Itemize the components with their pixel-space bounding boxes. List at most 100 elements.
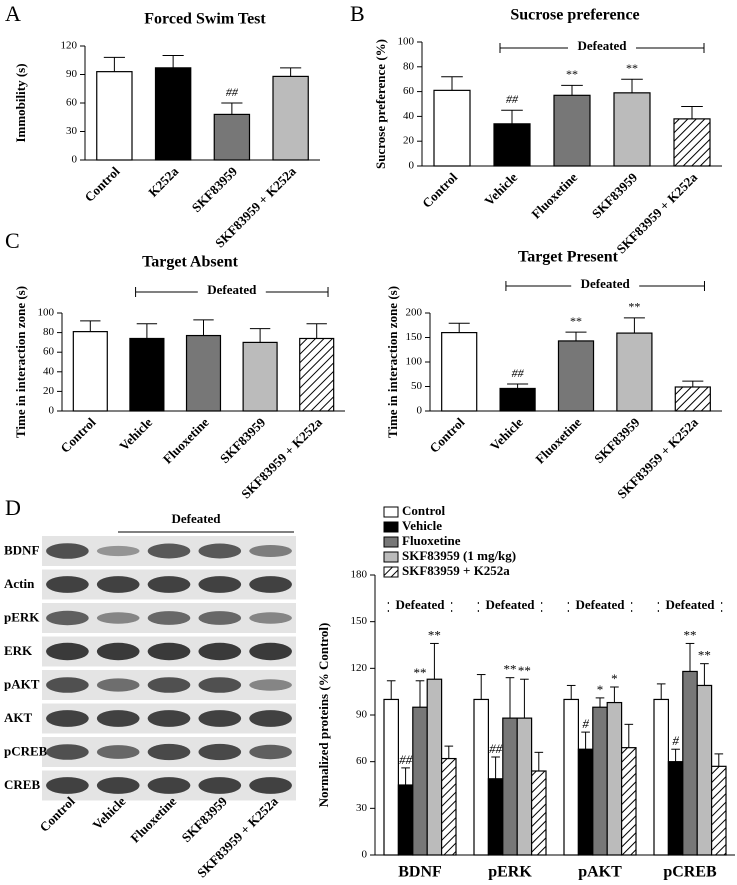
bracket-gap (197, 289, 266, 295)
bar (242, 341, 278, 412)
y-tick-label: 50 (411, 380, 423, 392)
bar (516, 717, 533, 856)
blot-band (147, 543, 191, 559)
y-tick-label: 60 (66, 97, 78, 109)
y-tick-label: 120 (351, 662, 368, 674)
y-tick-label: 90 (66, 68, 78, 80)
significance-label: ** (698, 648, 711, 663)
x-tick-label: Control (426, 414, 467, 455)
blot-band (249, 545, 292, 557)
bar (487, 778, 504, 856)
x-tick-label: Control (82, 163, 123, 204)
bar (129, 337, 165, 412)
bar (653, 698, 669, 856)
legend-label: Control (402, 503, 445, 518)
blot-band (46, 677, 89, 693)
bar (530, 770, 547, 856)
blot-band (46, 610, 89, 626)
x-tick-label: Vehicle (487, 414, 526, 453)
blot-band (249, 642, 292, 661)
blot-band (96, 745, 140, 759)
significance-label: ## (512, 366, 525, 380)
y-tick-label: 80 (403, 60, 415, 72)
bar (154, 67, 192, 161)
blot-band (147, 777, 191, 794)
x-tick-label: pERK (488, 864, 532, 881)
y-tick-label: 150 (406, 331, 423, 343)
blot-row-label: BDNF (4, 542, 39, 557)
legend-swatch (383, 506, 399, 518)
blot-band (198, 642, 242, 661)
bracket-label: Defeated (581, 276, 631, 291)
blot-band (147, 642, 191, 661)
bar (441, 757, 457, 856)
legend-swatch (383, 536, 399, 548)
bar (412, 706, 428, 856)
x-tick-label: Vehicle (116, 414, 155, 453)
x-tick-label: SKF83959 (589, 169, 641, 221)
bar (674, 386, 711, 412)
blot-band (46, 777, 89, 794)
bar (577, 748, 594, 856)
blot-band (249, 612, 292, 624)
y-tick-label: 100 (398, 36, 415, 48)
bar (213, 113, 251, 161)
bar (710, 765, 727, 856)
y-tick-label: 100 (406, 356, 423, 368)
blot-band (198, 543, 242, 559)
significance-label: * (611, 671, 618, 686)
panel-letter: C (5, 228, 20, 253)
y-tick-label: 40 (43, 365, 55, 377)
y-tick-label: 30 (356, 802, 368, 814)
blot-band (198, 677, 242, 693)
blot-band (96, 777, 140, 794)
blot-band (198, 710, 242, 727)
x-tick-label: pAKT (578, 864, 622, 881)
legend-label: Vehicle (402, 518, 442, 533)
y-tick-label: 0 (72, 154, 78, 166)
y-axis-label: Immobility (s) (13, 63, 28, 142)
y-tick-label: 0 (362, 849, 368, 861)
blot-row-label: pCREB (4, 743, 48, 758)
significance-label: ** (428, 627, 441, 642)
bar (502, 717, 518, 856)
bracket-label: Defeated (395, 597, 445, 612)
y-tick-label: 0 (49, 405, 55, 417)
bracket-label: Defeated (207, 282, 257, 297)
y-tick-label: 20 (43, 385, 55, 397)
bar (499, 387, 536, 412)
x-tick-label: K252a (145, 163, 181, 199)
blot-row-label: Actin (4, 576, 35, 591)
bar (563, 698, 579, 856)
blot-band (96, 678, 140, 692)
bracket-label: Defeated (575, 597, 625, 612)
bracket-label: Defeated (485, 597, 535, 612)
significance-label: ** (628, 300, 640, 314)
significance-label: ## (489, 741, 503, 756)
chart-title: Target Absent (142, 254, 239, 271)
bar (96, 71, 133, 161)
bracket-gap (571, 283, 640, 289)
x-tick-label: Fluoxetine (528, 169, 580, 221)
blot-band (96, 710, 140, 727)
significance-label: # (582, 716, 589, 731)
blot-band (249, 777, 292, 794)
panel-letter: D (5, 495, 21, 520)
x-tick-label: Fluoxetine (532, 414, 584, 466)
blot-band (147, 743, 191, 761)
bracket-gap (656, 604, 724, 610)
blot-row-label: CREB (4, 777, 40, 792)
blot-band (96, 545, 140, 557)
blot-band (198, 611, 242, 625)
bar (433, 89, 471, 167)
legend-swatch (383, 521, 399, 533)
bar (72, 331, 108, 412)
y-tick-label: 200 (406, 307, 423, 319)
blot-row-label: ERK (4, 643, 33, 658)
bracket-gap (386, 604, 454, 610)
significance-label: ** (684, 627, 697, 642)
blot-row-label: pAKT (4, 676, 40, 691)
y-tick-label: 80 (43, 326, 55, 338)
significance-label: # (672, 733, 679, 748)
